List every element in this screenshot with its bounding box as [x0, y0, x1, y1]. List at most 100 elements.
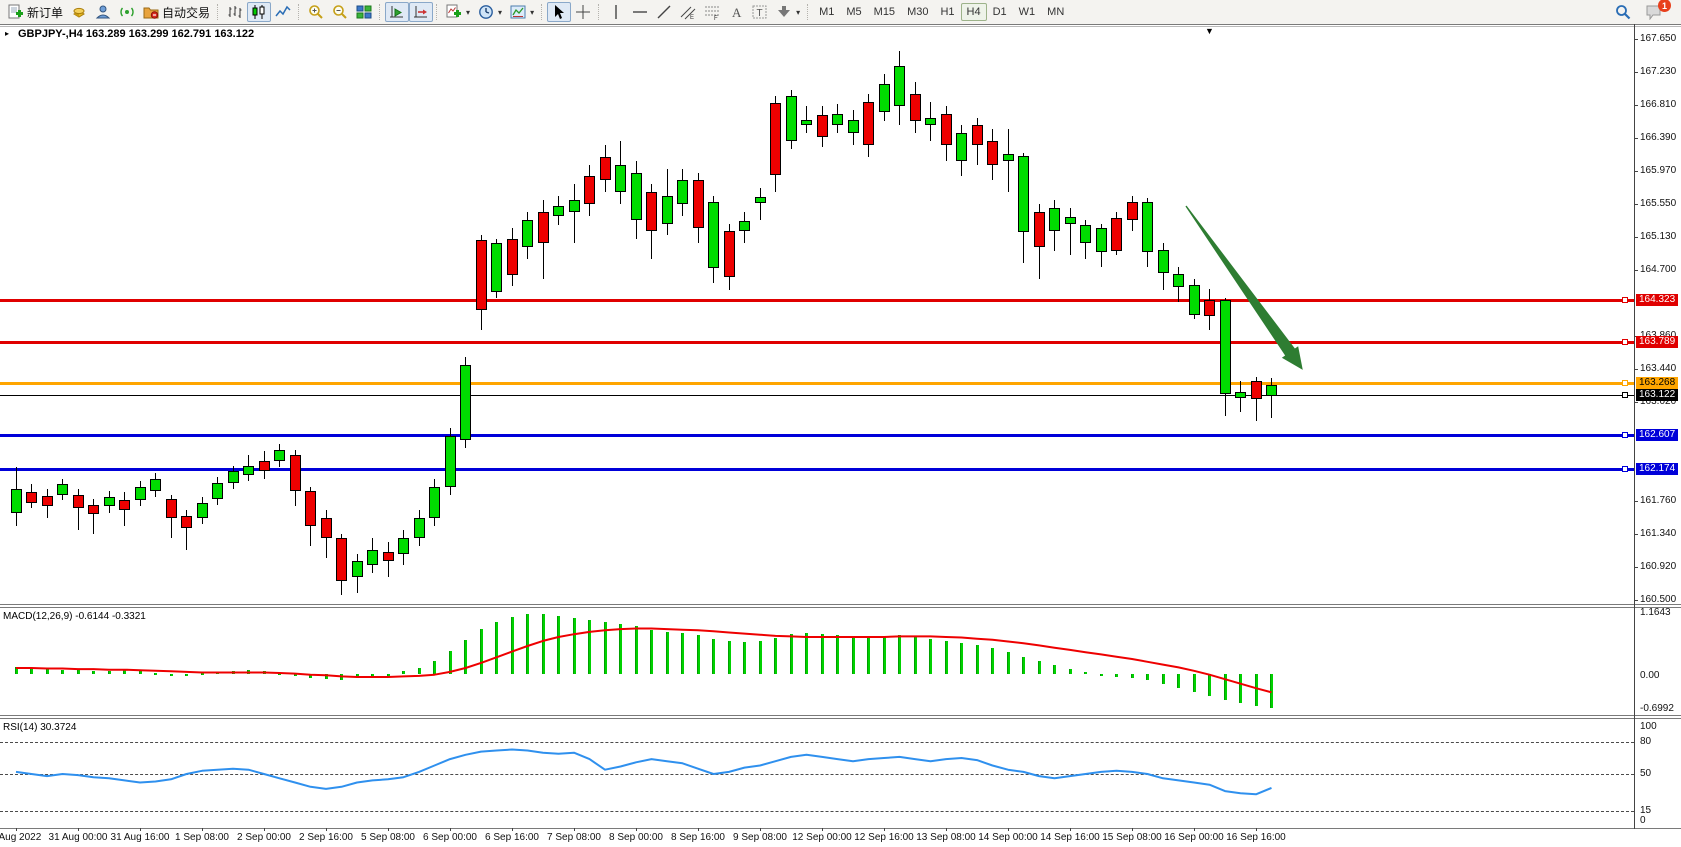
candle-body	[1250, 380, 1262, 399]
macd-histogram-bar	[557, 616, 560, 674]
time-axis-tick	[450, 828, 451, 831]
horizontal-line-163.122[interactable]	[0, 394, 1634, 396]
candle-body	[909, 93, 921, 122]
fibonacci-button[interactable]: F	[700, 2, 724, 22]
candle-body	[925, 117, 936, 126]
price-axis-tick	[1634, 600, 1638, 601]
accounts-button[interactable]	[91, 2, 115, 22]
candle-body	[847, 119, 859, 134]
time-axis-tick	[202, 828, 203, 831]
timeframe-m15-button[interactable]: M15	[873, 6, 896, 18]
crosshair-icon	[575, 4, 591, 20]
macd-separator-top[interactable]	[0, 604, 1681, 605]
svg-text:A: A	[732, 5, 742, 20]
chevron-down-icon[interactable]: ▾	[530, 7, 535, 17]
macd-histogram-bar	[851, 636, 855, 674]
timeframe-h1-button[interactable]: H1	[940, 6, 955, 18]
chart-title-marker[interactable]: ▸	[5, 29, 10, 38]
rsi-separator-top[interactable]	[0, 715, 1681, 716]
bar-chart-button[interactable]	[223, 2, 247, 22]
trendline-button[interactable]	[652, 2, 676, 22]
candle-body	[584, 176, 595, 204]
text-label-button[interactable]: T	[748, 2, 772, 22]
timeframe-h4-button[interactable]: H4	[960, 3, 987, 21]
macd-histogram-bar	[944, 640, 948, 674]
horizontal-line-162.607[interactable]	[0, 433, 1634, 437]
periods-button[interactable]: ▾	[474, 2, 506, 22]
macd-separator-bottom[interactable]	[0, 607, 1681, 608]
autotrade-button[interactable]: 自动交易	[139, 2, 214, 22]
horizontal-line-button[interactable]	[628, 2, 652, 22]
line-anchor-164.323[interactable]	[1622, 297, 1628, 303]
horizontal-line-164.323[interactable]	[0, 298, 1634, 302]
trend-arrow-annotation[interactable]	[1185, 205, 1303, 370]
macd-histogram-bar	[929, 638, 932, 674]
price-axis-label: 163.860	[1640, 330, 1676, 341]
crosshair-button[interactable]	[571, 2, 595, 22]
horizontal-line-162.174[interactable]	[0, 467, 1634, 471]
toolbar-right-group: 1	[1611, 0, 1677, 22]
time-axis-tick	[760, 828, 761, 831]
arrows-button[interactable]: ▾	[772, 2, 804, 22]
macd-histogram-bar	[371, 673, 374, 676]
notifications-button[interactable]: 1	[1641, 0, 1671, 22]
timeframe-m30-button[interactable]: M30	[907, 6, 929, 18]
equidistant-channel-button[interactable]: E	[676, 2, 700, 22]
rsi-separator-bottom[interactable]	[0, 718, 1681, 719]
candle-body	[630, 172, 642, 220]
candle-body	[134, 486, 146, 501]
time-axis-tick	[388, 828, 389, 831]
templates-button[interactable]: ▾	[506, 2, 538, 22]
time-axis-tick	[78, 828, 79, 831]
macd-histogram-bar	[619, 624, 622, 674]
vertical-line-button[interactable]	[604, 2, 628, 22]
line-anchor-163.122[interactable]	[1622, 392, 1628, 398]
timeframe-w1-button[interactable]: W1	[1018, 6, 1036, 18]
macd-axis-label: 0.00	[1640, 670, 1660, 681]
price-axis-label: 160.920	[1640, 561, 1677, 572]
chevron-down-icon[interactable]: ▾	[498, 7, 503, 17]
candle-body	[165, 498, 177, 519]
zoom-out-button[interactable]	[328, 2, 352, 22]
horizontal-line-163.789[interactable]	[0, 340, 1634, 344]
macd-histogram-bar	[743, 642, 746, 674]
candle-body	[258, 460, 270, 472]
template-icon	[510, 4, 526, 20]
line-chart-button[interactable]	[271, 2, 295, 22]
price-badge-163.789: 163.789	[1636, 336, 1679, 348]
timeframe-d1-button[interactable]: D1	[992, 6, 1007, 18]
line-anchor-162.174[interactable]	[1622, 466, 1628, 472]
time-axis-label: 8 Sep 00:00	[609, 832, 663, 843]
candle-body	[1142, 202, 1153, 252]
time-axis-label: 12 Sep 16:00	[854, 832, 914, 843]
line-anchor-163.789[interactable]	[1622, 339, 1628, 345]
candle-wick	[186, 510, 187, 550]
chevron-down-icon[interactable]: ▾	[796, 7, 801, 17]
candlestick-chart-button[interactable]	[247, 2, 272, 22]
timeframe-m1-button[interactable]: M1	[819, 6, 835, 18]
chart-shift-button[interactable]	[409, 2, 434, 22]
candle-wick	[1007, 129, 1009, 193]
bars-icon	[227, 4, 243, 20]
signals-button[interactable]	[115, 2, 139, 22]
line-anchor-163.268[interactable]	[1622, 380, 1628, 386]
chevron-down-icon[interactable]: ▾	[466, 7, 471, 17]
timeframe-m5-button[interactable]: M5	[846, 6, 862, 18]
market-watch-button[interactable]	[67, 2, 91, 22]
zoom-in-button[interactable]	[304, 2, 328, 22]
time-axis-tick	[264, 828, 265, 831]
indicators-button[interactable]: ▾	[442, 2, 474, 22]
tile-windows-button[interactable]	[352, 2, 376, 22]
timeframe-mn-button[interactable]: MN	[1047, 6, 1065, 18]
line-anchor-162.607[interactable]	[1622, 432, 1628, 438]
price-axis-tick	[1634, 567, 1638, 568]
time-axis-label: 7 Sep 08:00	[547, 832, 601, 843]
text-button[interactable]: A	[724, 2, 748, 22]
horizontal-line-163.268[interactable]	[0, 381, 1634, 385]
macd-histogram-bar	[681, 633, 684, 674]
time-axis-label: 15 Sep 08:00	[1102, 832, 1162, 843]
cursor-button[interactable]	[547, 2, 572, 22]
auto-scroll-button[interactable]	[385, 2, 410, 22]
search-button[interactable]	[1611, 2, 1635, 22]
new-order-button[interactable]: 新订单	[4, 2, 67, 22]
